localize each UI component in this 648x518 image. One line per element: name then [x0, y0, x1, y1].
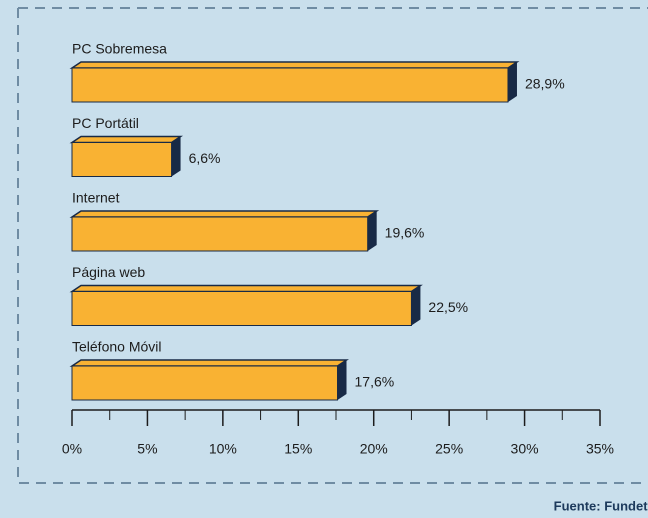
category-label: Internet — [72, 190, 120, 206]
bar-top — [69, 61, 520, 69]
bar-top — [69, 359, 349, 367]
value-label: 17,6% — [355, 374, 395, 390]
x-tick-label: 10% — [209, 441, 237, 457]
x-tick-label: 5% — [137, 441, 157, 457]
x-tick-label: 30% — [511, 441, 539, 457]
dashed-frame — [17, 7, 648, 484]
bar-side — [367, 211, 377, 251]
x-tick-label: 25% — [435, 441, 463, 457]
source: Fuente: Fundetec — [554, 498, 648, 513]
bar — [71, 216, 369, 252]
bar — [71, 67, 509, 103]
bar-top — [69, 284, 423, 293]
bar — [71, 142, 173, 177]
category-label: PC Portátil — [72, 115, 139, 131]
bar-side — [411, 285, 421, 326]
value-label: 19,6% — [385, 225, 425, 241]
value-label: 6,6% — [189, 150, 221, 166]
category-label: Página web — [72, 264, 145, 280]
bar-top — [69, 210, 380, 218]
bar-side — [171, 136, 181, 177]
bar-side — [507, 62, 517, 102]
x-tick-label: 0% — [62, 441, 82, 457]
bar — [71, 291, 412, 326]
category-label: Teléfono Móvil — [72, 339, 162, 355]
bar — [71, 365, 339, 401]
x-tick-label: 35% — [586, 441, 614, 457]
value-label: 22,5% — [428, 299, 468, 315]
category-label: PC Sobremesa — [72, 41, 167, 57]
value-label: 28,9% — [525, 76, 565, 92]
bar-side — [337, 360, 347, 400]
bar-top — [69, 135, 184, 144]
x-tick-label: 20% — [360, 441, 388, 457]
x-tick-label: 15% — [284, 441, 312, 457]
